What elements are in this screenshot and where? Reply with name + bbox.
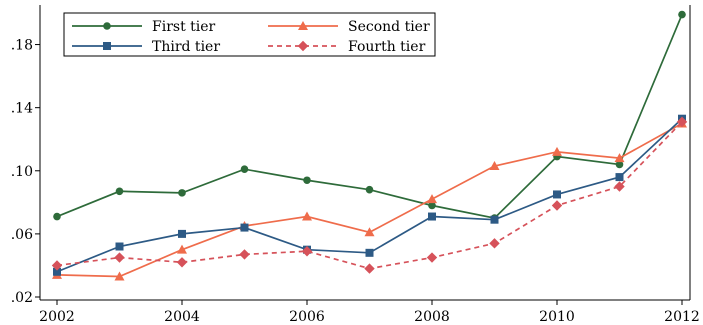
legend-label: Second tier bbox=[348, 19, 430, 35]
data-point bbox=[176, 257, 188, 268]
legend-entry: First tier bbox=[72, 19, 216, 35]
data-point bbox=[678, 10, 686, 19]
legend-label: Third tier bbox=[152, 39, 220, 55]
x-tick-label: 2010 bbox=[539, 309, 575, 325]
legend-box bbox=[63, 12, 436, 57]
legend-entry: Second tier bbox=[268, 19, 430, 35]
data-point bbox=[489, 161, 500, 171]
legend-marker bbox=[298, 21, 308, 30]
data-point bbox=[114, 271, 125, 281]
data-point bbox=[676, 116, 688, 128]
data-point bbox=[489, 238, 500, 249]
data-point bbox=[115, 242, 124, 251]
legend-label: First tier bbox=[152, 19, 216, 35]
data-point bbox=[551, 200, 563, 211]
y-tick-label: .06 bbox=[11, 227, 33, 243]
y-tick-label: .02 bbox=[11, 290, 33, 306]
data-point bbox=[178, 229, 186, 238]
data-point bbox=[240, 223, 249, 232]
data-point bbox=[428, 212, 436, 221]
data-point bbox=[490, 215, 499, 224]
data-point bbox=[114, 252, 125, 263]
data-point bbox=[365, 185, 374, 194]
x-tick-label: 2012 bbox=[664, 309, 700, 325]
data-point bbox=[303, 176, 311, 185]
series-1 bbox=[53, 10, 686, 222]
y-tick-label: .10 bbox=[11, 164, 33, 180]
data-point bbox=[614, 181, 625, 192]
legend-marker bbox=[297, 40, 309, 52]
y-tick-label: .18 bbox=[11, 38, 33, 54]
data-point bbox=[302, 211, 312, 221]
data-point bbox=[615, 173, 624, 182]
series-4 bbox=[51, 116, 688, 274]
data-point bbox=[178, 189, 186, 197]
data-point bbox=[53, 267, 61, 276]
series-line bbox=[56, 121, 683, 270]
legend-label: Fourth tier bbox=[348, 39, 426, 55]
data-point bbox=[553, 190, 561, 199]
data-point bbox=[51, 260, 63, 271]
legend-entry: Fourth tier bbox=[268, 39, 426, 55]
legend-marker bbox=[103, 22, 111, 30]
x-tick-label: 2004 bbox=[164, 309, 200, 325]
data-point bbox=[53, 212, 61, 221]
x-tick-label: 2008 bbox=[414, 309, 450, 325]
series-layer bbox=[51, 10, 688, 281]
data-point bbox=[364, 263, 375, 274]
data-point bbox=[428, 201, 436, 210]
data-point bbox=[614, 153, 625, 163]
data-point bbox=[426, 252, 438, 263]
legend-entry: Third tier bbox=[72, 39, 220, 55]
data-point bbox=[177, 244, 187, 254]
data-point bbox=[364, 227, 375, 237]
legend-marker bbox=[103, 42, 111, 50]
chart-axes: .02 .06 .10 .14 .18 2002 2004 2006 2008 2010 2012 bbox=[11, 5, 700, 325]
data-point bbox=[427, 194, 437, 204]
data-point bbox=[301, 246, 313, 257]
data-point bbox=[240, 165, 249, 173]
x-tick-label: 2002 bbox=[39, 309, 75, 325]
y-tick-label: .14 bbox=[11, 101, 33, 117]
data-point bbox=[615, 160, 624, 169]
legend: First tier Second tier Third tier Fourth ti… bbox=[63, 12, 436, 57]
x-tick-label: 2006 bbox=[289, 309, 325, 325]
data-point bbox=[239, 249, 250, 260]
data-point bbox=[552, 146, 562, 156]
data-point bbox=[115, 187, 124, 196]
data-point bbox=[365, 248, 374, 257]
